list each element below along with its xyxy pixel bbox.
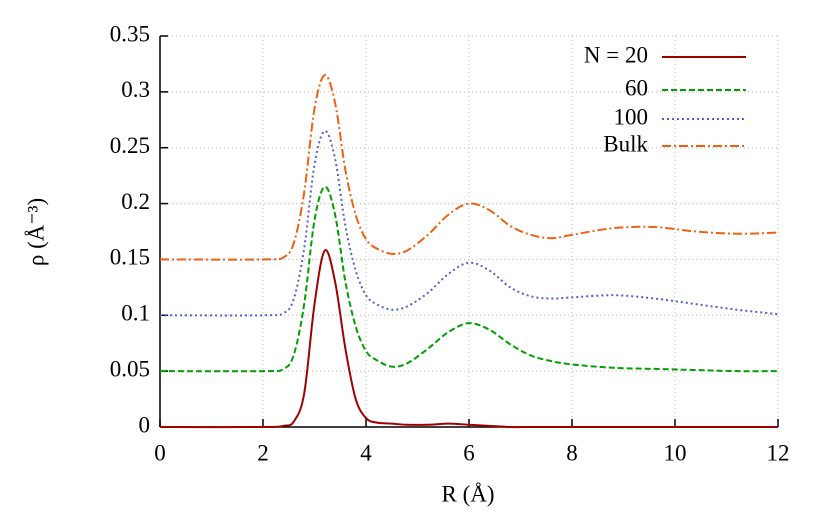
y-tick-label: 0.1 — [121, 301, 150, 326]
x-tick-label: 2 — [257, 440, 269, 465]
legend-label: 60 — [625, 75, 648, 100]
y-tick-label: 0 — [139, 412, 151, 437]
line-series — [159, 129, 779, 317]
legend-label: Bulk — [603, 131, 648, 156]
y-tick-label: 0.2 — [121, 189, 150, 214]
y-axis-label: ρ (Å⁻³) — [23, 198, 48, 266]
line-series — [159, 74, 779, 261]
x-axis-label: R (Å) — [441, 481, 494, 506]
legend-label: 100 — [614, 104, 649, 129]
x-tick-label: 8 — [566, 440, 578, 465]
x-tick-label: 10 — [664, 440, 687, 465]
line-series — [159, 185, 779, 373]
y-tick-label: 0.25 — [110, 133, 150, 158]
line-series — [159, 249, 778, 429]
x-tick-label: 0 — [154, 440, 166, 465]
y-tick-label: 0.3 — [121, 77, 150, 102]
x-tick-label: 12 — [767, 440, 790, 465]
legend-label: N = 20 — [584, 42, 648, 67]
y-tick-label: 0.15 — [110, 245, 150, 270]
x-tick-label: 4 — [360, 440, 372, 465]
y-tick-label: 0.05 — [110, 356, 150, 381]
y-tick-label: 0.35 — [110, 21, 150, 46]
x-tick-label: 6 — [463, 440, 475, 465]
